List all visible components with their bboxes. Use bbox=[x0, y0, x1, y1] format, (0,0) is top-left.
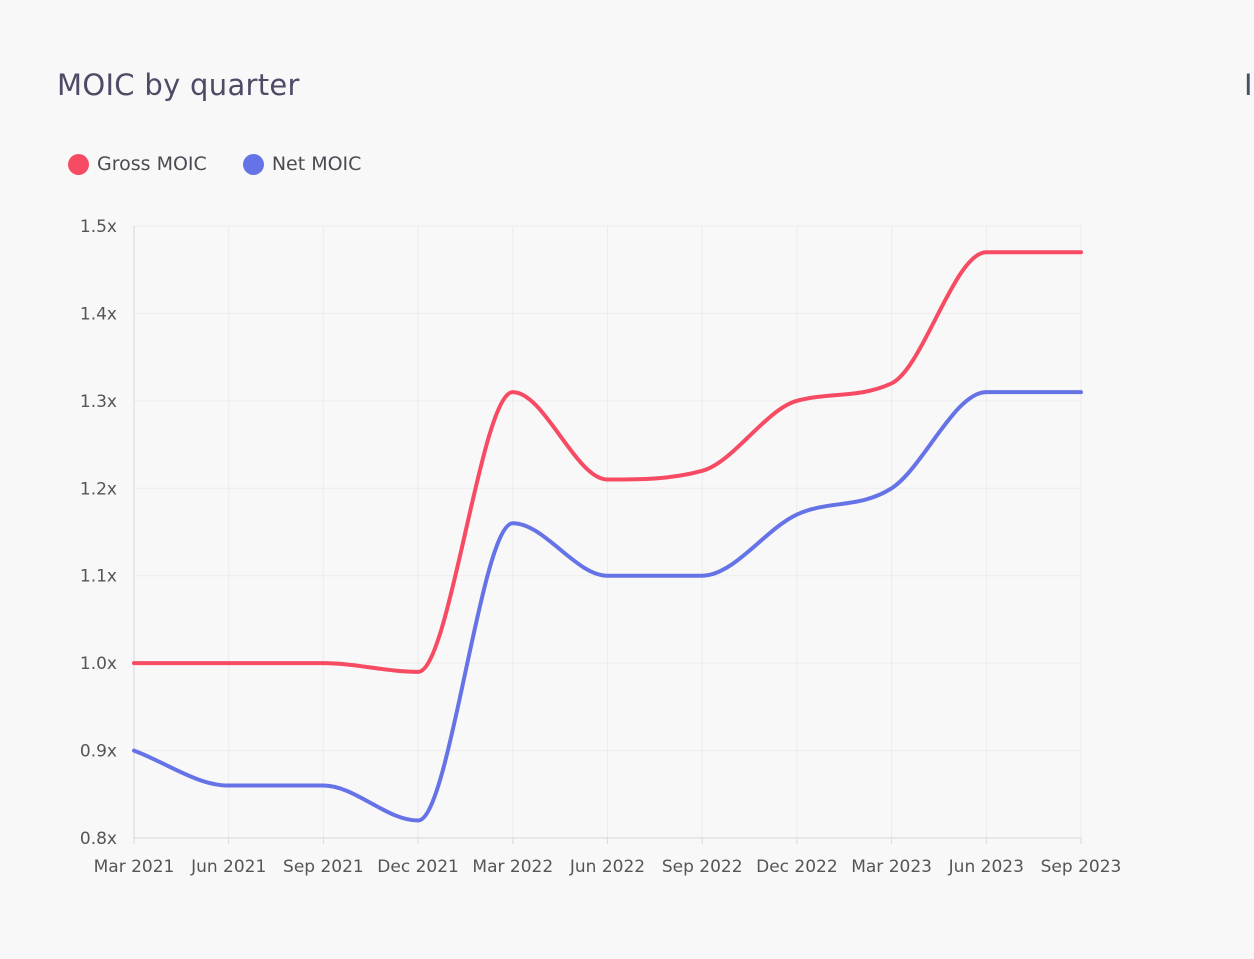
axis-layer: 0.8x 0.9x 1.0x 1.1x 1.2x 1.3x 1.4x 1.5x Mar 2021… bbox=[80, 217, 1121, 877]
x-tick-label: Jun 2022 bbox=[569, 857, 645, 877]
chart-legend: Gross MOIC Net MOIC bbox=[68, 153, 361, 175]
y-tick-label: 1.5x bbox=[80, 217, 117, 237]
grid-layer bbox=[133, 225, 1082, 839]
legend-label-gross-moic: Gross MOIC bbox=[97, 153, 207, 175]
y-tick-label: 1.2x bbox=[80, 479, 117, 499]
x-tick-label: Dec 2021 bbox=[377, 857, 459, 877]
legend-dot-net-moic bbox=[242, 153, 264, 175]
chart-title: MOIC by quarter bbox=[57, 68, 300, 102]
x-tick-label: Jun 2023 bbox=[948, 857, 1024, 877]
y-tick-label: 1.1x bbox=[80, 567, 117, 587]
legend-item-gross-moic[interactable]: Gross MOIC bbox=[68, 153, 207, 175]
series-line-net-moic[interactable] bbox=[132, 390, 1083, 823]
series-layer bbox=[132, 250, 1083, 823]
adjacent-panel-title-fragment: I bbox=[1244, 68, 1253, 102]
x-tick-label: Sep 2021 bbox=[283, 857, 364, 877]
y-tick-label: 0.9x bbox=[80, 742, 117, 762]
series-line-gross-moic[interactable] bbox=[132, 250, 1083, 674]
legend-label-net-moic: Net MOIC bbox=[271, 153, 362, 175]
x-tick-label: Mar 2021 bbox=[94, 857, 175, 877]
y-tick-label: 0.8x bbox=[80, 829, 117, 849]
x-tick-label: Dec 2022 bbox=[756, 857, 838, 877]
x-tick-label: Mar 2022 bbox=[472, 857, 553, 877]
x-tick-label: Sep 2022 bbox=[662, 857, 743, 877]
x-tick-label: Sep 2023 bbox=[1041, 857, 1122, 877]
y-tick-label: 1.0x bbox=[80, 654, 117, 674]
x-tick-label: Jun 2021 bbox=[190, 857, 266, 877]
y-tick-label: 1.3x bbox=[80, 392, 117, 412]
x-tick-label: Mar 2023 bbox=[851, 857, 932, 877]
legend-dot-gross-moic bbox=[68, 153, 89, 175]
y-tick-label: 1.4x bbox=[80, 304, 117, 324]
legend-item-net-moic[interactable]: Net MOIC bbox=[242, 153, 362, 175]
